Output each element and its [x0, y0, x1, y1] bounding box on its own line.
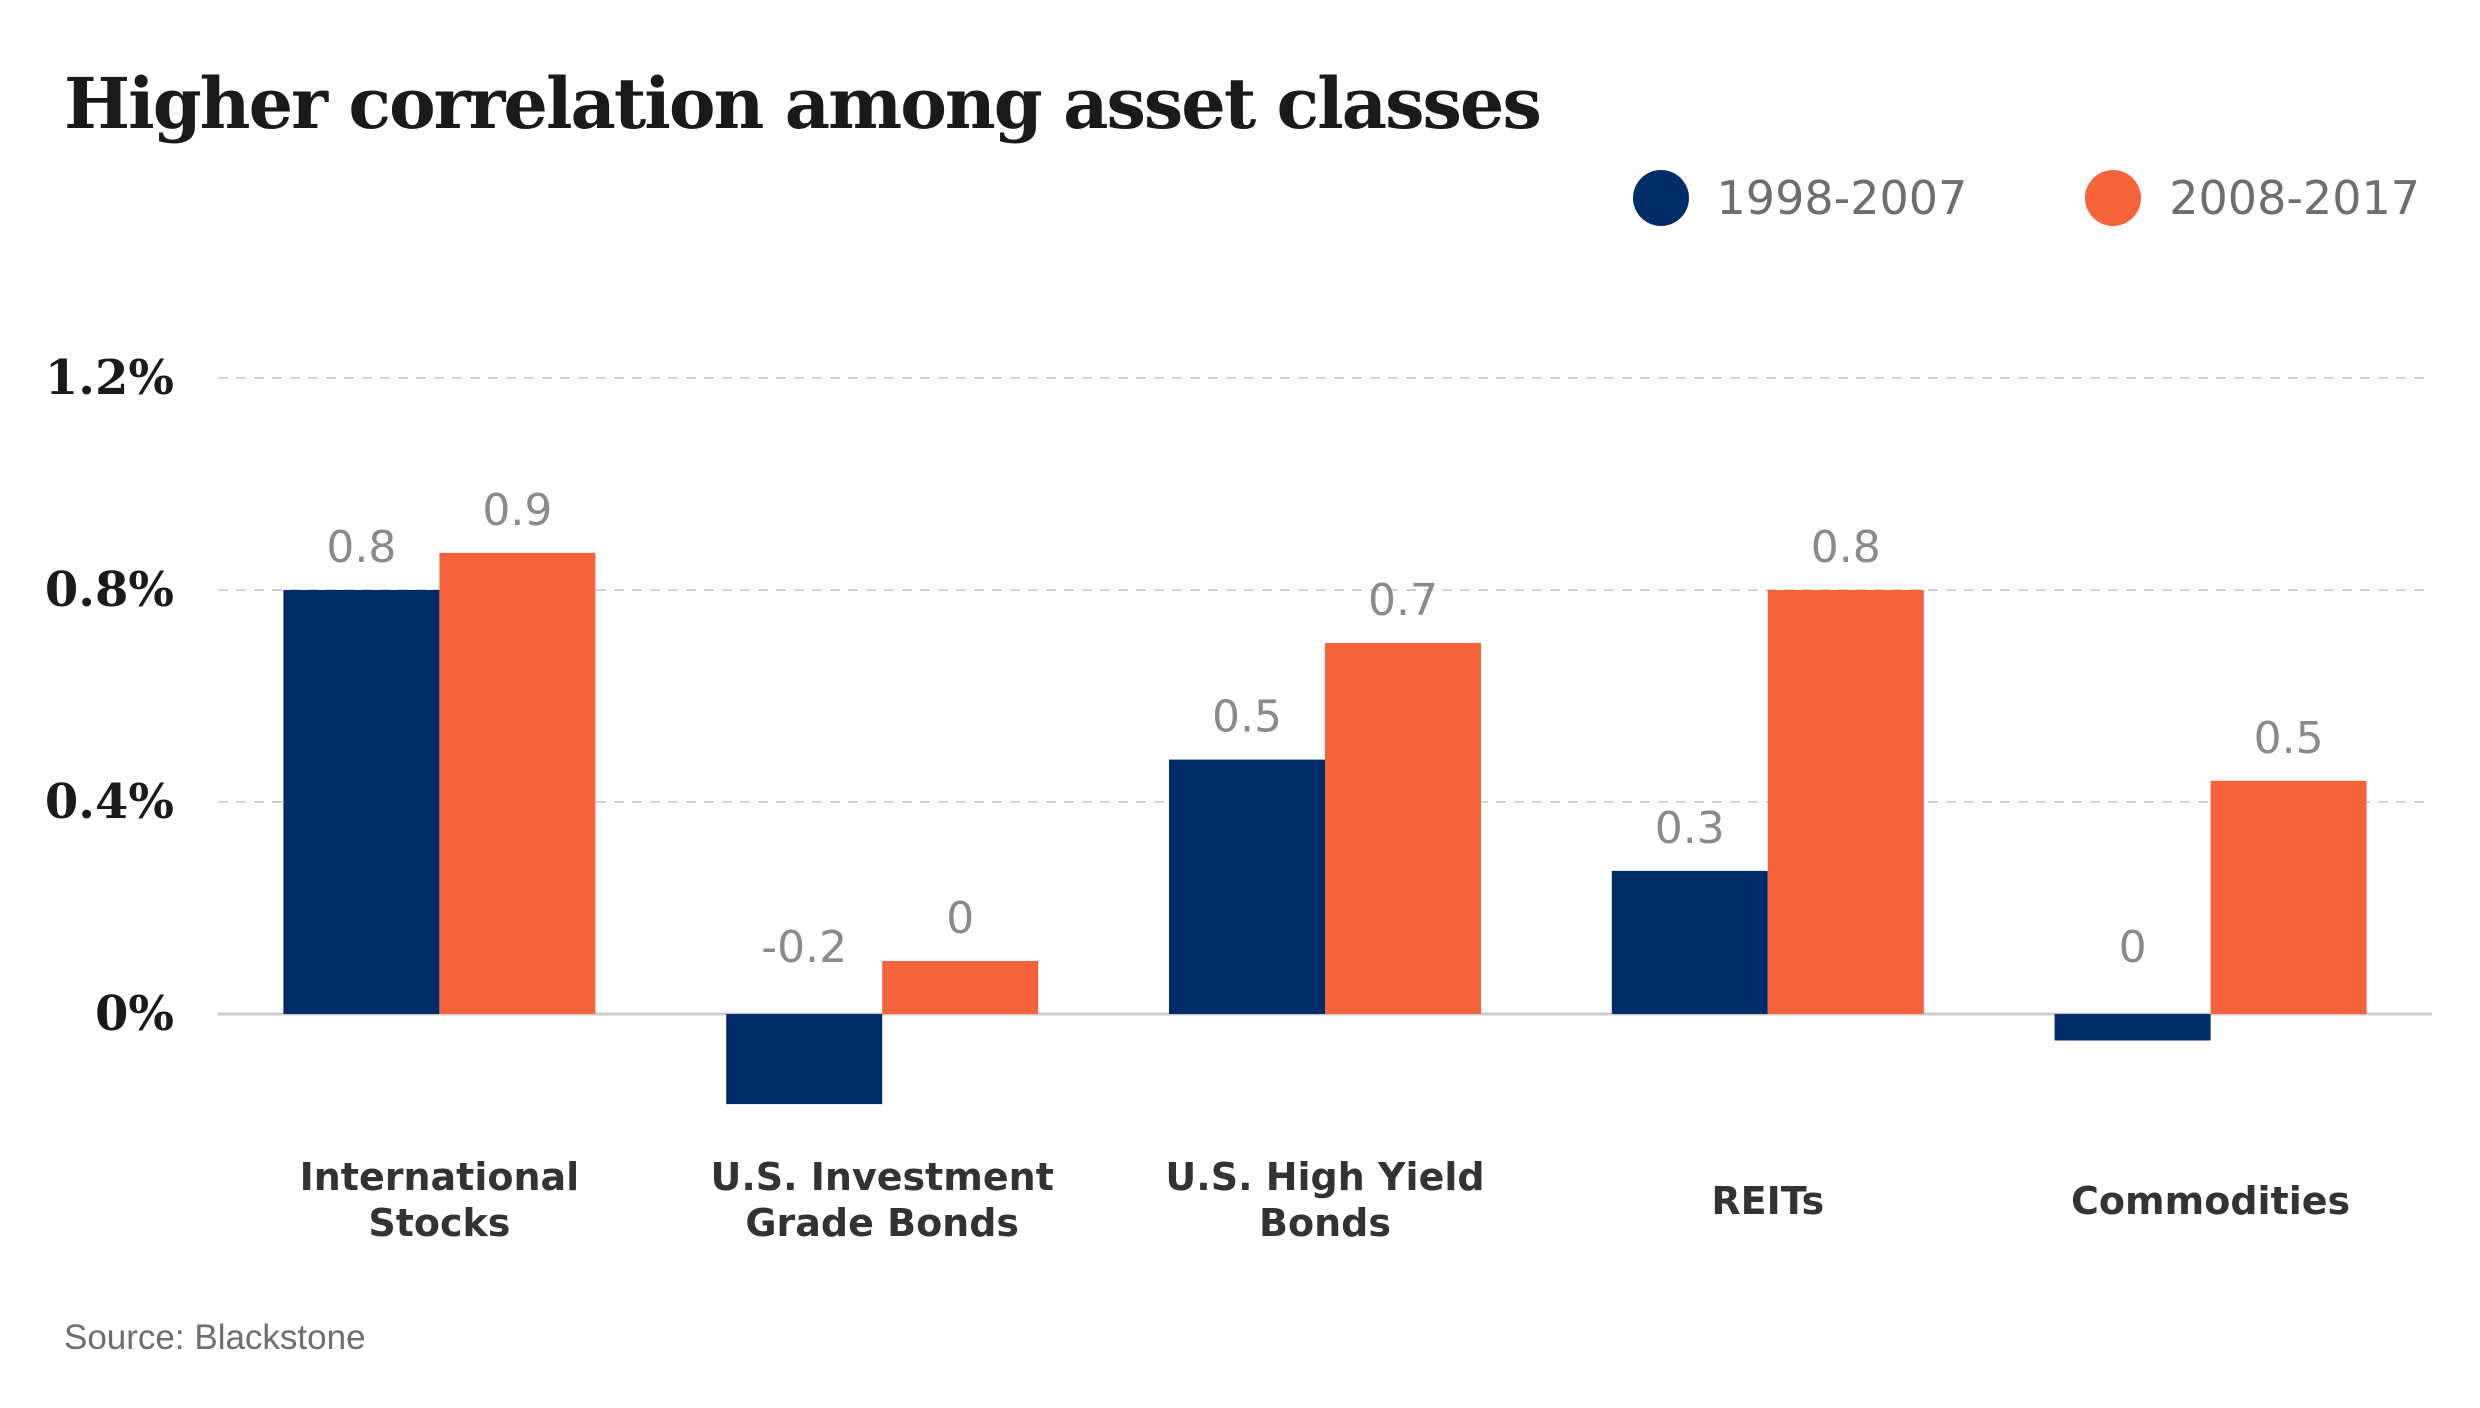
- value-label-1-0: 0.9: [482, 485, 552, 536]
- category-label-1-0: U.S. Investment: [710, 1155, 1053, 1199]
- chart-legend: 1998-2007 2008-2017: [1515, 170, 2420, 226]
- bar-0-2: [1169, 759, 1325, 1014]
- category-label-1-1: Grade Bonds: [745, 1201, 1019, 1245]
- category-label-4-0: Commodities: [2071, 1179, 2350, 1223]
- bar-0-0: [283, 590, 440, 1014]
- legend-item-1998-2007: 1998-2007: [1632, 170, 1968, 226]
- legend-swatch-1998-2007: [1632, 170, 1689, 226]
- value-label-0-1: -0.2: [761, 922, 847, 973]
- source-note: Source: Blackstone: [64, 1318, 366, 1357]
- y-tick-label-1: 0.4%: [45, 774, 174, 830]
- y-tick-label-3: 1.2%: [45, 350, 174, 406]
- legend-label-2008-2017: 2008-2017: [2169, 171, 2420, 225]
- category-label-2-1: Bonds: [1259, 1201, 1391, 1245]
- legend-label-1998-2007: 1998-2007: [1716, 171, 1968, 225]
- value-label-1-2: 0.7: [1368, 575, 1438, 626]
- value-label-1-1: 0: [946, 893, 974, 944]
- chart-title: Higher correlation among asset classes: [64, 62, 1542, 145]
- category-label-2-0: U.S. High Yield: [1165, 1155, 1484, 1199]
- legend-item-2008-2017: 2008-2017: [2085, 170, 2420, 226]
- bar-0-4: [2054, 1014, 2211, 1041]
- bar-0-1: [726, 1014, 883, 1105]
- category-label-0-0: International: [300, 1155, 580, 1199]
- y-tick-label-0: 0%: [95, 986, 174, 1042]
- category-label-3-0: REITs: [1711, 1179, 1824, 1223]
- bar-1-0: [439, 552, 596, 1014]
- bar-1-4: [2210, 780, 2367, 1014]
- value-label-0-2: 0.5: [1212, 692, 1282, 743]
- y-tick-label-2: 0.8%: [45, 562, 174, 618]
- value-label-0-4: 0: [2119, 922, 2147, 973]
- category-label-0-1: Stocks: [368, 1201, 510, 1245]
- bar-1-3: [1767, 590, 1924, 1014]
- bar-0-3: [1611, 870, 1768, 1014]
- value-label-0-0: 0.8: [326, 522, 396, 573]
- value-label-1-4: 0.5: [2254, 713, 2324, 764]
- legend-swatch-2008-2017: [2085, 170, 2142, 226]
- value-label-0-3: 0.3: [1655, 803, 1725, 854]
- bar-1-1: [882, 961, 1039, 1014]
- value-label-1-3: 0.8: [1811, 522, 1881, 573]
- bar-1-2: [1325, 643, 1481, 1014]
